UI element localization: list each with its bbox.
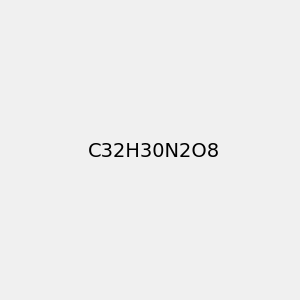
Text: C32H30N2O8: C32H30N2O8 — [88, 142, 220, 161]
